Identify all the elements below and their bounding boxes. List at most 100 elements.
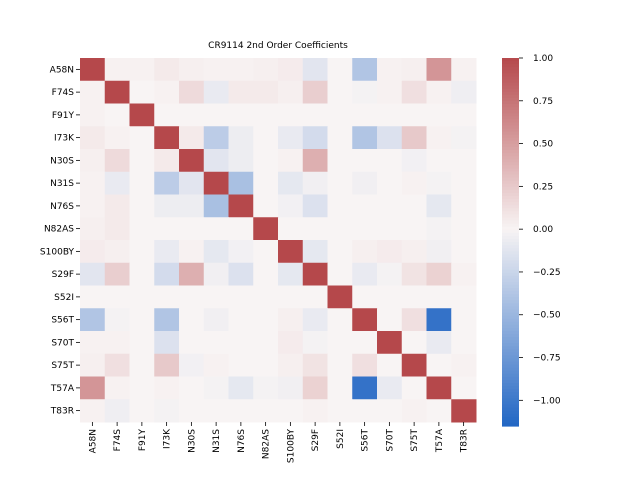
colorbar-segment [502,113,519,117]
heatmap-cell [253,194,279,218]
heatmap-cell [327,285,353,309]
y-tick-label: F74S [52,88,75,98]
colorbar-segment [502,321,519,326]
colorbar-segment [502,214,519,219]
heatmap-cell [253,171,279,195]
colorbar-segment [502,94,519,99]
heatmap-cell [179,80,205,104]
heatmap-cell [253,126,279,150]
heatmap-cell [302,80,328,104]
colorbar-segment [502,251,519,255]
colorbar-segment [502,79,519,84]
colorbar-tick-label: 0.00 [533,225,553,235]
colorbar-segment [502,330,519,335]
heatmap-cell [352,353,378,377]
heatmap-cell [401,80,427,104]
heatmap-cell [451,353,477,377]
colorbar-segment [502,327,519,332]
colorbar-segment [502,334,519,338]
y-tick-label: T57A [50,384,75,394]
heatmap-cell [401,240,427,264]
colorbar-segment [502,150,519,154]
heatmap-cell [352,171,378,195]
heatmap-cell [228,308,254,332]
colorbar-segment [502,192,519,197]
heatmap-cell [278,240,304,264]
colorbar-segment [502,373,519,378]
heatmap-cell [426,103,452,127]
colorbar-segment [502,156,519,160]
heatmap-cell [104,308,130,332]
heatmap-cell [203,399,229,423]
colorbar-segment [502,64,519,68]
heatmap-cell [104,353,130,377]
heatmap-cell [352,399,378,423]
colorbar-segment [502,217,519,222]
colorbar-segment [502,208,519,212]
heatmap-cell [179,126,205,150]
heatmap-cell [80,217,106,241]
heatmap-cell [104,240,130,264]
heatmap-cell [377,285,403,309]
y-tick-label: A58N [50,65,74,75]
colorbar-segment [502,288,519,292]
x-tick-label: T83R [460,429,470,453]
y-tick-label: S29F [52,270,74,280]
heatmap-cell [278,126,304,150]
colorbar-segment [502,107,519,111]
colorbar-segment [502,266,519,271]
heatmap-cell [377,217,403,241]
colorbar-segment [502,352,519,357]
heatmap-cell [253,217,279,241]
heatmap-cell [302,103,328,127]
x-tick-label: S56T [361,429,371,452]
heatmap-cell [401,376,427,400]
heatmap-cell [80,126,106,150]
heatmap-cell [129,58,155,82]
heatmap-cell [377,58,403,82]
heatmap-cell [401,399,427,423]
colorbar-segment [502,422,519,427]
heatmap-cell [352,285,378,309]
heatmap-cell [327,331,353,355]
heatmap-cell [179,331,205,355]
colorbar-segment [502,291,519,295]
x-tick-label: S52I [336,429,346,449]
heatmap-cell [129,308,155,332]
heatmap-cell [129,331,155,355]
heatmap-cell [451,399,477,423]
heatmap-cell [154,217,180,241]
colorbar-segment [502,205,519,209]
heatmap-cell [426,331,452,355]
colorbar-segment [502,125,519,130]
colorbar-segment [502,294,519,298]
heatmap-cell [327,103,353,127]
heatmap-cell [179,399,205,423]
heatmap-cell [129,240,155,264]
heatmap-cell [154,103,180,127]
colorbar-segment [502,260,519,265]
x-tick-labels: A58N F74S F91Y I73K N30S N31S N76S N82AS S100BY S… [88,422,470,463]
colorbar-segment [502,73,519,77]
heatmap-cell [104,171,130,195]
heatmap-cell [451,58,477,82]
heatmap-cell [203,262,229,286]
colorbar-segment [502,140,519,145]
heatmap-cell [228,399,254,423]
heatmap-cell [104,331,130,355]
heatmap-cell [203,103,229,127]
heatmap-cell [203,285,229,309]
heatmap-cell [253,149,279,173]
heatmap-cell [80,171,106,195]
heatmap-cell [278,171,304,195]
colorbar-segment [502,226,519,231]
heatmap-cell [80,285,106,309]
heatmap-cell [302,331,328,355]
y-tick-label: N76S [50,202,74,212]
heatmap-cell [352,80,378,104]
colorbar-segment [502,410,519,415]
heatmap-cell [129,80,155,104]
heatmap-cell [352,376,378,400]
heatmap-cell [426,399,452,423]
heatmap-cell [129,194,155,218]
